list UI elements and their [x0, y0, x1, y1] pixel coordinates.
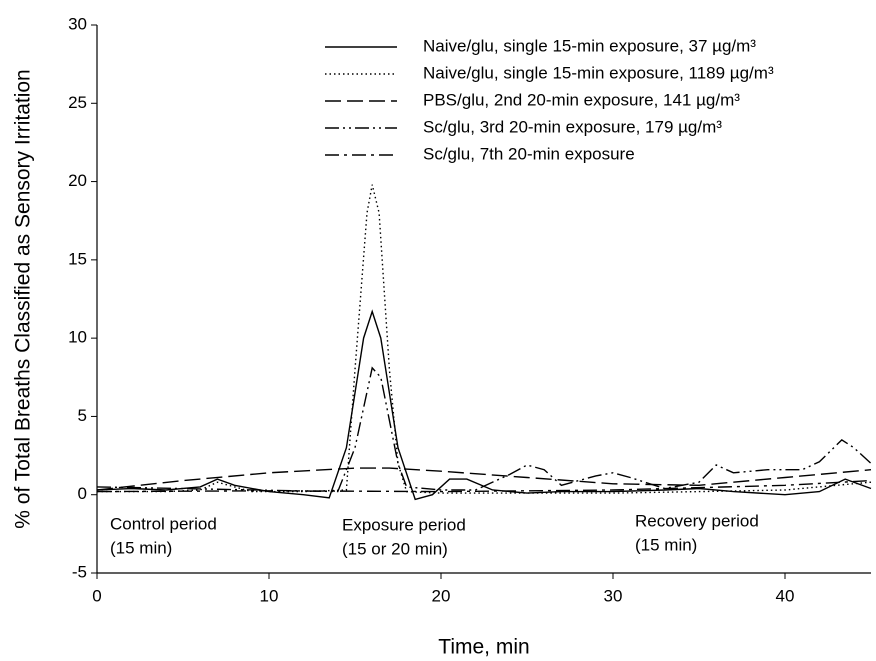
x-tick-label: 10: [260, 586, 279, 605]
x-tick-label: 0: [92, 586, 101, 605]
legend-label: Sc/glu, 3rd 20-min exposure, 179 µg/m³: [423, 117, 722, 136]
x-axis-title: Time, min: [438, 636, 529, 659]
annotation: Exposure period: [342, 515, 466, 534]
series-line: [96, 366, 872, 493]
y-tick-label: -5: [72, 562, 87, 581]
x-tick-label: 40: [776, 586, 795, 605]
y-tick-label: 20: [68, 171, 87, 190]
y-tick-label: 25: [68, 93, 87, 112]
y-tick-label: 30: [68, 14, 87, 33]
annotation: Control period: [110, 514, 217, 533]
annotation: (15 or 20 min): [342, 539, 448, 558]
legend-label: Sc/glu, 7th 20-min exposure: [423, 144, 635, 163]
x-tick-label: 20: [432, 586, 451, 605]
series-line: [96, 479, 872, 493]
legend-label: PBS/glu, 2nd 20-min exposure, 141 µg/m³: [423, 90, 740, 109]
y-axis-title: % of Total Breaths Classified as Sensory…: [12, 69, 35, 529]
annotation: Recovery period: [635, 511, 759, 530]
y-tick-label: 5: [78, 406, 87, 425]
series-line: [96, 467, 872, 491]
legend-label: Naive/glu, single 15-min exposure, 1189 …: [423, 63, 774, 82]
series-line: [97, 184, 872, 494]
legend-label: Naive/glu, single 15-min exposure, 37 µg…: [423, 36, 756, 55]
x-tick-label: 30: [604, 586, 623, 605]
y-tick-label: 15: [68, 249, 87, 268]
series-line: [96, 309, 872, 501]
y-tick-label: 10: [68, 328, 87, 347]
annotation: (15 min): [635, 535, 697, 554]
annotation: (15 min): [110, 538, 172, 557]
y-tick-label: 0: [78, 484, 87, 503]
